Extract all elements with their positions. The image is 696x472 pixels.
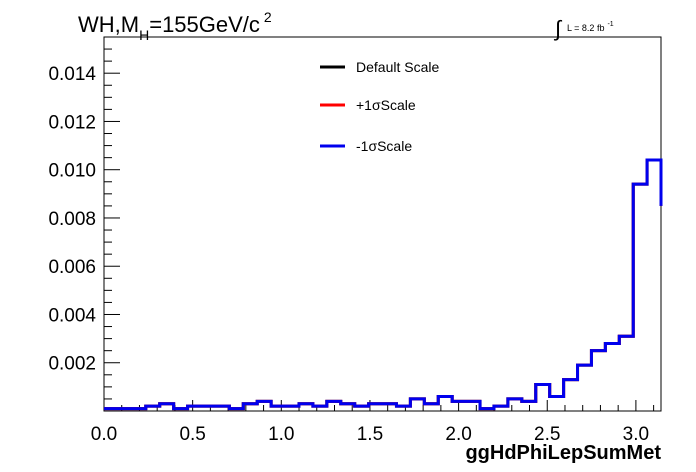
x-tick-label: 3.0	[623, 424, 649, 445]
y-tick-label: 0.002	[48, 354, 96, 375]
series-group	[104, 158, 663, 411]
series-line-2	[104, 158, 663, 411]
x-tick-label: 0.0	[91, 424, 117, 445]
title-rest: =155GeV/c	[149, 12, 260, 37]
lumi-superscript: -1	[607, 21, 613, 28]
title-main: WH,M	[78, 12, 139, 37]
title-superscript: 2	[264, 9, 272, 25]
x-tick-label: 2.5	[534, 424, 560, 445]
lumi-label: ∫ L = 8.2 fb -1	[553, 16, 614, 41]
y-tick-label: 0.004	[48, 305, 96, 326]
plot-frame	[103, 36, 662, 412]
x-tick-label: 2.0	[445, 424, 471, 445]
y-tick-label: 0.010	[48, 161, 96, 182]
lumi-text: L = 8.2 fb -1	[567, 21, 614, 33]
chart-title: WH,MH=155GeV/c 2	[78, 9, 272, 43]
y-tick-label: 0.014	[48, 64, 96, 85]
y-tick-label: 0.012	[48, 112, 96, 133]
x-axis-label: ggHdPhiLepSumMet	[465, 442, 661, 464]
x-tick-label: 1.0	[268, 424, 294, 445]
y-tick-label: 0.008	[48, 209, 96, 230]
legend-label: +1σScale	[356, 97, 416, 113]
y-axis: 0.002 0.004 0.006 0.008 0.010 0.012 0.014	[48, 36, 120, 400]
legend-label: -1σScale	[356, 138, 412, 154]
x-tick-label: 1.5	[357, 424, 383, 445]
lumi-prefix: L = 8.2 fb	[567, 23, 604, 33]
x-tick-label: 0.5	[179, 424, 205, 445]
legend: Default Scale +1σScale -1σScale	[320, 59, 439, 154]
integral-sign: ∫	[553, 16, 563, 41]
legend-label: Default Scale	[356, 59, 439, 75]
x-axis: 0.0 0.5 1.0 1.5 2.0 2.5 3.0	[91, 400, 655, 445]
y-tick-label: 0.006	[48, 257, 96, 278]
title-subscript: H	[139, 27, 149, 43]
